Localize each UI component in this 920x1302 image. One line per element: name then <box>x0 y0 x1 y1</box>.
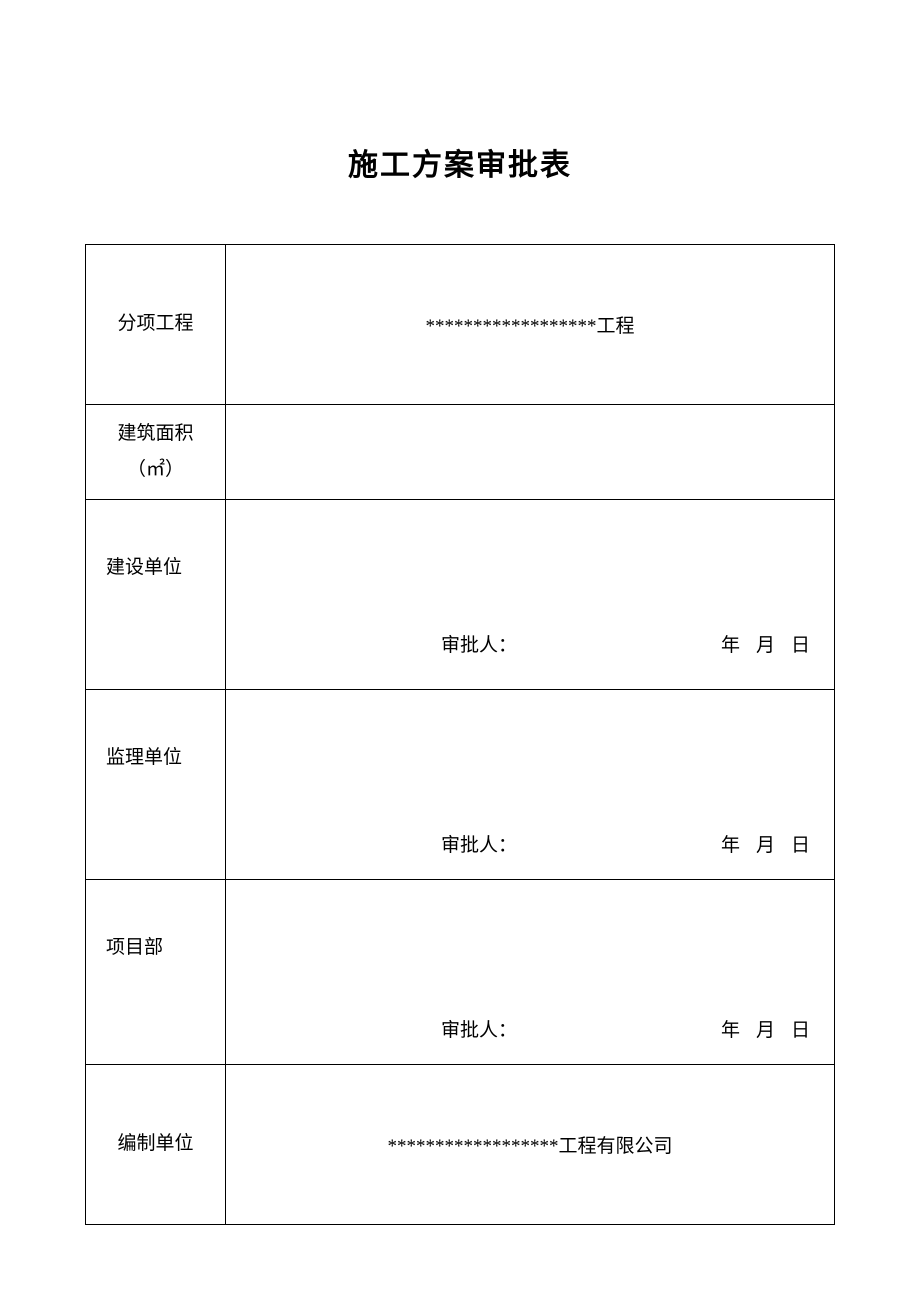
date-month: 月 <box>756 1020 779 1041</box>
table-row: 监理单位 审批人： 年月日 <box>86 690 835 880</box>
table-row: 建设单位 审批人： 年月日 <box>86 500 835 690</box>
document-page: 施工方案审批表 分项工程 ******************工程 建筑面积 （… <box>0 0 920 1225</box>
table-row: 项目部 审批人： 年月日 <box>86 880 835 1065</box>
approver-label: 审批人： <box>441 1015 517 1042</box>
page-title: 施工方案审批表 <box>85 140 835 184</box>
area-label-line2: （㎡） <box>98 452 213 488</box>
project-dept-value-cell: 审批人： 年月日 <box>226 880 835 1065</box>
construction-unit-label-cell: 建设单位 <box>86 500 226 690</box>
supervision-unit-value-cell: 审批人： 年月日 <box>226 690 835 880</box>
area-label-line1: 建筑面积 <box>98 416 213 452</box>
date-month: 月 <box>756 635 779 656</box>
approval-signature-line: 审批人： 年月日 <box>226 1015 834 1042</box>
date-month: 月 <box>756 835 779 856</box>
compiling-unit-label: 编制单位 <box>86 1065 226 1225</box>
approval-signature-line: 审批人： 年月日 <box>226 630 834 657</box>
date-day: 日 <box>791 835 814 856</box>
date-year: 年 <box>721 1020 744 1041</box>
area-value <box>226 405 835 500</box>
project-dept-label-cell: 项目部 <box>86 880 226 1065</box>
construction-unit-label: 建设单位 <box>106 550 182 586</box>
date-block: 年月日 <box>721 630 814 657</box>
area-label: 建筑面积 （㎡） <box>86 405 226 500</box>
date-year: 年 <box>721 835 744 856</box>
project-dept-label: 项目部 <box>106 930 163 966</box>
sub-project-value: ******************工程 <box>226 245 835 405</box>
table-row: 分项工程 ******************工程 <box>86 245 835 405</box>
approver-label: 审批人： <box>441 630 517 657</box>
construction-unit-value-cell: 审批人： 年月日 <box>226 500 835 690</box>
compiling-unit-value: ******************工程有限公司 <box>226 1065 835 1225</box>
date-day: 日 <box>791 1020 814 1041</box>
supervision-unit-label: 监理单位 <box>106 740 182 776</box>
date-block: 年月日 <box>721 830 814 857</box>
approval-signature-line: 审批人： 年月日 <box>226 830 834 857</box>
date-block: 年月日 <box>721 1015 814 1042</box>
date-year: 年 <box>721 635 744 656</box>
approval-form-table: 分项工程 ******************工程 建筑面积 （㎡） 建设单位 … <box>85 244 835 1225</box>
approver-label: 审批人： <box>441 830 517 857</box>
supervision-unit-label-cell: 监理单位 <box>86 690 226 880</box>
date-day: 日 <box>791 635 814 656</box>
table-row: 建筑面积 （㎡） <box>86 405 835 500</box>
table-row: 编制单位 ******************工程有限公司 <box>86 1065 835 1225</box>
sub-project-label: 分项工程 <box>86 245 226 405</box>
